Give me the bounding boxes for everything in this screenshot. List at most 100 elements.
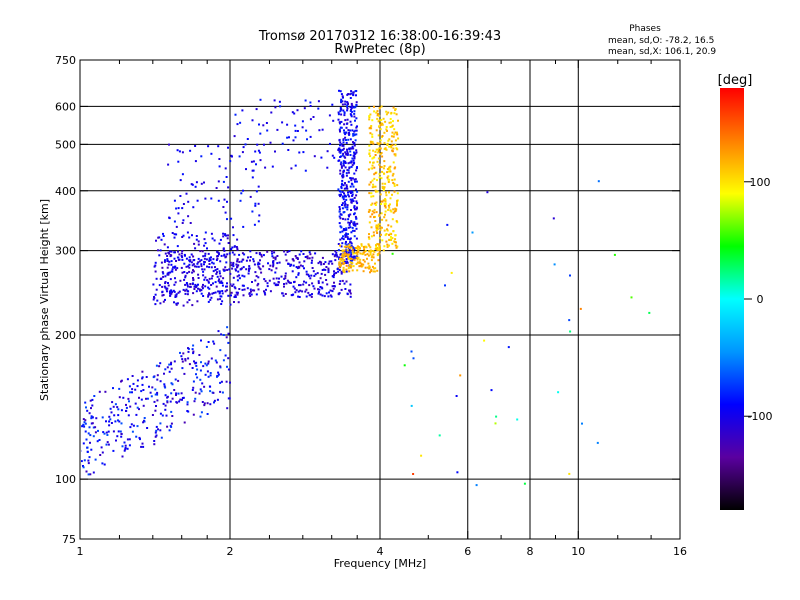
data-point	[230, 217, 233, 220]
data-point	[372, 231, 375, 234]
data-point	[229, 261, 232, 264]
data-point	[174, 281, 177, 284]
data-point	[579, 307, 582, 310]
data-point	[96, 440, 99, 443]
data-point	[157, 249, 159, 252]
data-point	[378, 114, 381, 117]
data-point	[333, 270, 335, 273]
data-point	[318, 291, 320, 294]
data-point	[339, 244, 341, 247]
data-point	[143, 420, 146, 423]
data-point	[164, 394, 167, 397]
data-point	[349, 93, 352, 96]
data-point	[309, 118, 312, 121]
data-point	[319, 277, 322, 280]
data-point	[382, 249, 385, 252]
data-point	[155, 364, 158, 367]
data-point	[175, 260, 177, 262]
data-point	[358, 261, 361, 264]
data-point	[343, 192, 345, 195]
data-point	[379, 142, 382, 145]
data-point	[172, 266, 175, 269]
data-point	[293, 281, 295, 284]
data-point	[197, 273, 200, 276]
data-point	[295, 256, 298, 259]
data-point	[222, 247, 225, 250]
data-point	[324, 261, 327, 264]
data-point	[259, 159, 262, 162]
data-point	[206, 247, 208, 250]
data-point	[339, 195, 342, 198]
data-point	[347, 256, 350, 259]
data-point	[351, 250, 354, 253]
data-point	[185, 288, 188, 291]
data-point	[252, 289, 254, 292]
x-tick-label: 4	[377, 545, 384, 558]
data-point	[106, 441, 109, 444]
data-point	[341, 95, 344, 98]
data-point	[340, 143, 343, 146]
data-point	[254, 279, 257, 282]
data-point	[311, 282, 314, 285]
data-point	[333, 285, 336, 288]
data-point	[340, 258, 343, 260]
data-point	[91, 416, 94, 419]
data-point	[242, 266, 245, 269]
data-point	[184, 283, 187, 286]
y-tick-label: 300	[55, 245, 76, 258]
data-point	[153, 443, 156, 446]
data-point	[241, 288, 244, 291]
data-point	[212, 282, 214, 285]
data-point	[360, 244, 363, 247]
data-point	[371, 202, 374, 205]
data-point	[311, 267, 314, 269]
data-point	[131, 388, 134, 391]
data-point	[372, 142, 375, 145]
data-point	[309, 253, 312, 256]
data-point	[342, 109, 345, 112]
data-point	[168, 290, 171, 293]
data-point	[173, 251, 176, 254]
data-point	[348, 264, 351, 267]
data-point	[142, 421, 145, 424]
data-point	[353, 206, 356, 209]
data-point	[255, 293, 258, 296]
data-point	[386, 168, 389, 171]
data-point	[355, 94, 357, 97]
data-point	[105, 420, 107, 423]
data-point	[181, 360, 184, 363]
data-point	[162, 402, 165, 405]
data-point	[155, 239, 157, 242]
data-point	[180, 266, 183, 269]
data-point	[350, 199, 353, 202]
data-point	[208, 287, 211, 290]
data-point	[193, 242, 196, 245]
data-point	[459, 374, 462, 377]
data-point	[471, 231, 474, 234]
data-point	[182, 219, 185, 222]
data-point	[89, 441, 91, 444]
data-point	[167, 163, 170, 166]
data-point	[375, 245, 378, 248]
data-point	[290, 167, 293, 170]
data-point	[393, 128, 396, 131]
data-point	[396, 199, 399, 202]
data-point	[381, 239, 384, 242]
data-point	[375, 148, 378, 151]
data-point	[89, 399, 92, 402]
data-point	[179, 279, 182, 282]
data-point	[182, 288, 185, 291]
data-point	[221, 282, 224, 284]
data-point	[337, 188, 340, 191]
data-point	[379, 246, 381, 249]
data-point	[291, 111, 294, 114]
data-point	[156, 391, 159, 394]
data-point	[252, 258, 255, 261]
data-point	[298, 253, 301, 256]
data-point	[230, 291, 233, 294]
data-point	[141, 383, 144, 386]
data-point	[227, 368, 230, 371]
data-point	[259, 259, 261, 262]
data-point	[351, 262, 354, 265]
data-point	[321, 256, 324, 259]
